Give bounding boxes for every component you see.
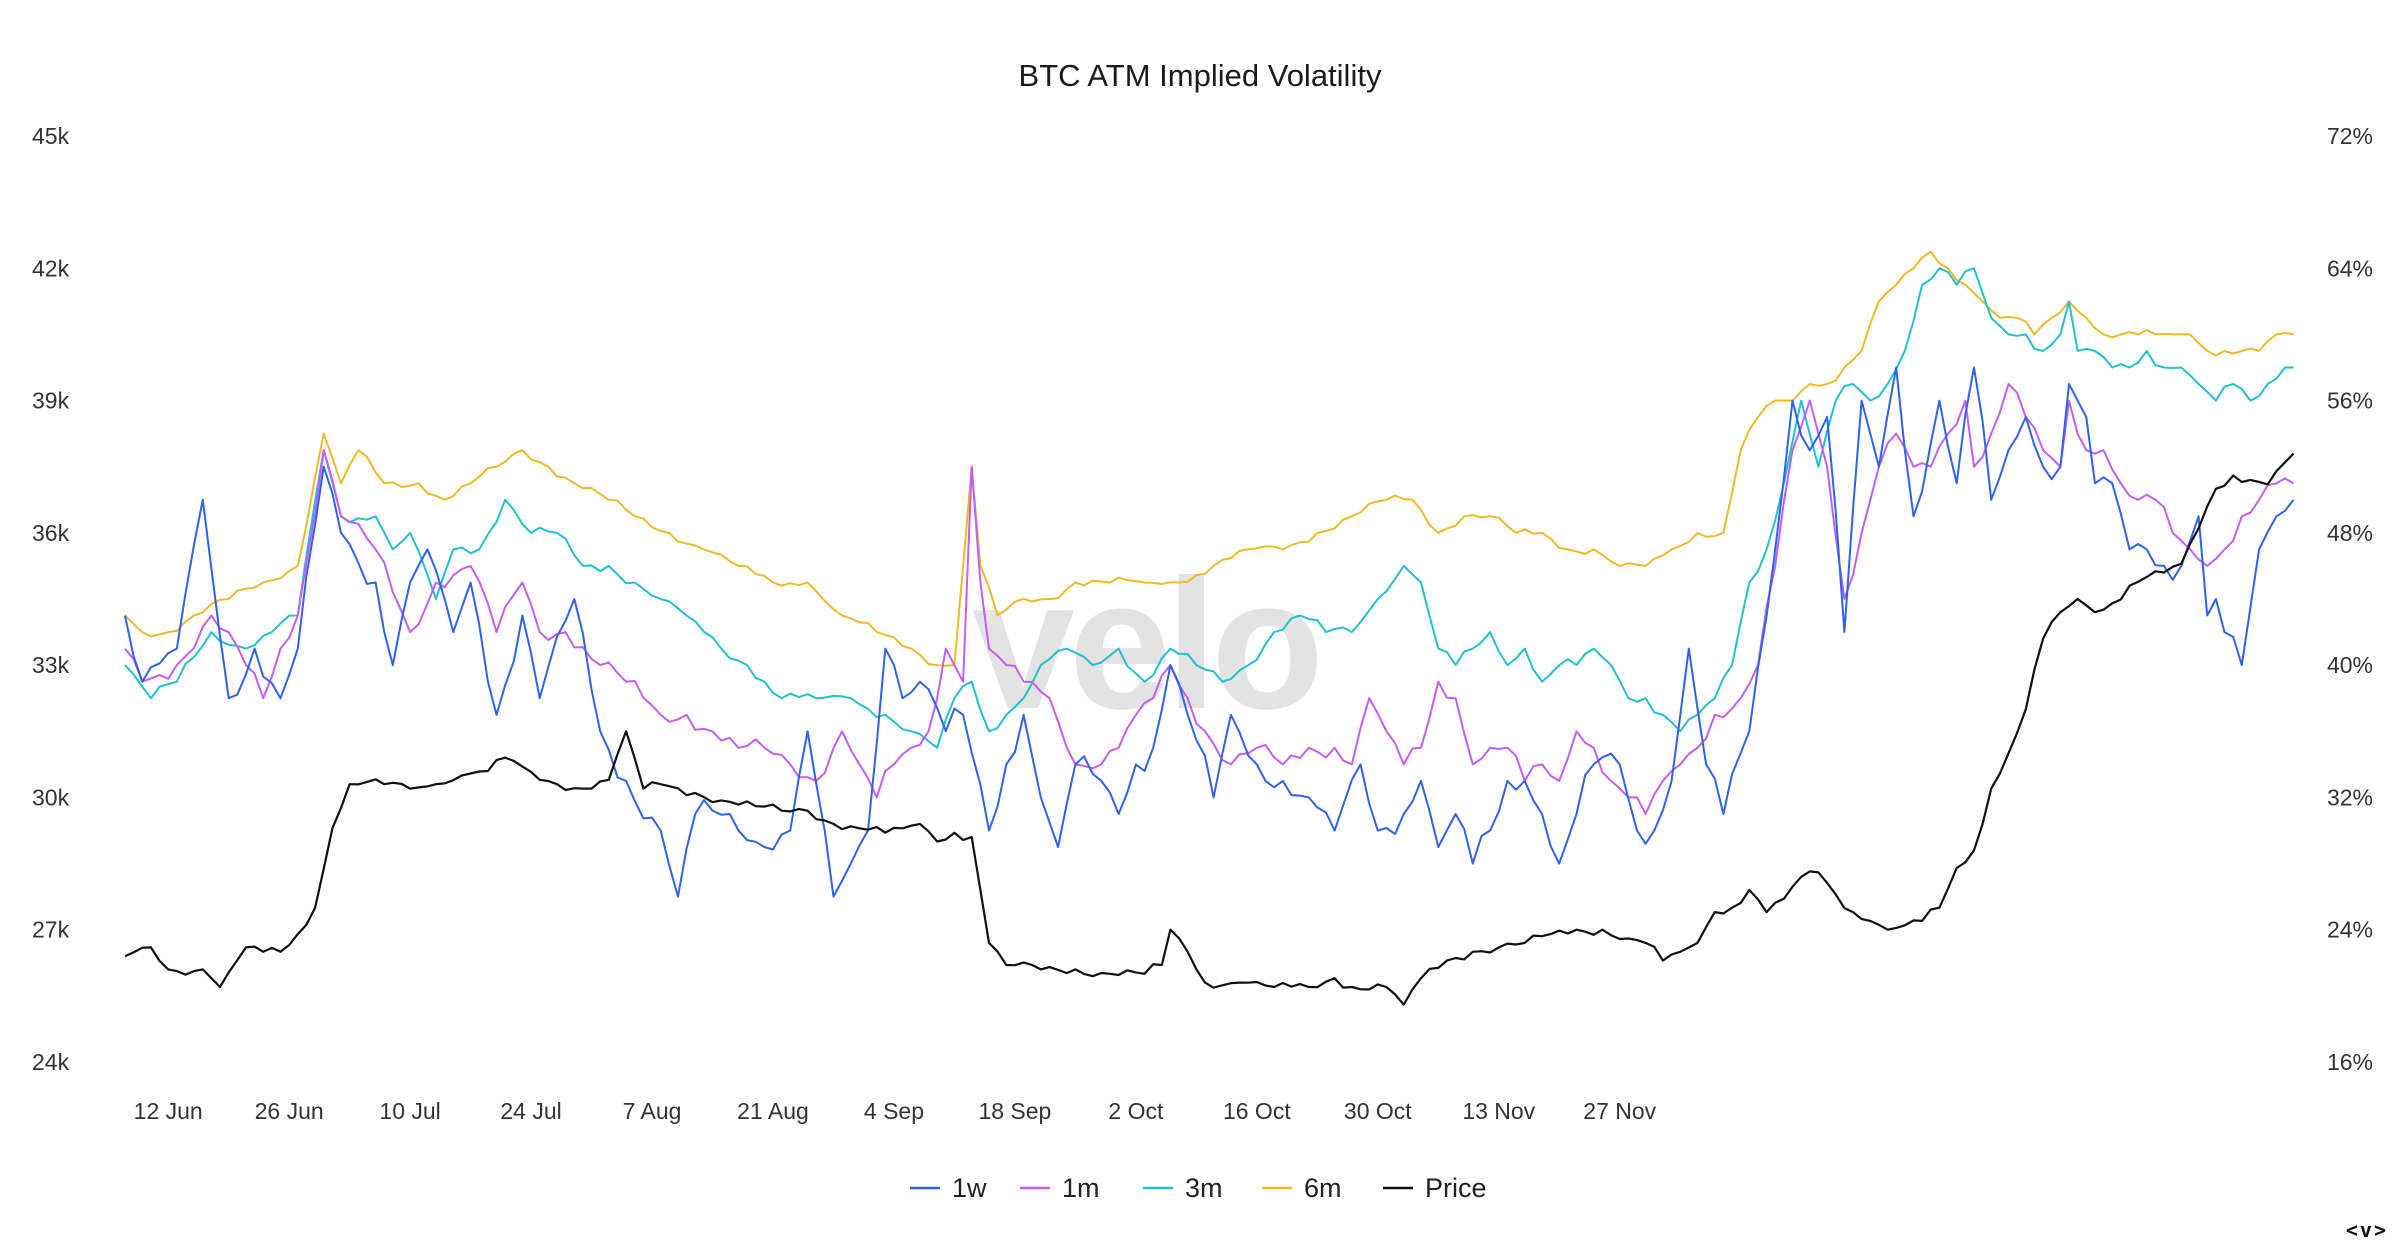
- y-axis-right-ticks: 16% 24% 32% 40% 48% 56% 64% 72%: [2327, 123, 2373, 1075]
- legend-item-1m[interactable]: 1m: [1020, 1173, 1100, 1203]
- legend-label: 3m: [1185, 1173, 1223, 1203]
- x-tick-label: 27 Nov: [1583, 1098, 1656, 1124]
- series-line-1m: [124, 383, 2295, 815]
- legend-item-6m[interactable]: 6m: [1262, 1173, 1342, 1203]
- y-right-tick-label: 56%: [2327, 388, 2373, 414]
- x-tick-label: 2 Oct: [1108, 1098, 1164, 1124]
- y-left-tick-label: 24k: [32, 1049, 70, 1075]
- legend-item-3m[interactable]: 3m: [1143, 1173, 1223, 1203]
- y-right-tick-label: 16%: [2327, 1049, 2373, 1075]
- legend-label: 1m: [1062, 1173, 1100, 1203]
- y-left-tick-label: 45k: [32, 123, 70, 149]
- series-line-3m: [124, 267, 2294, 749]
- x-tick-label: 18 Sep: [978, 1098, 1051, 1124]
- chart-title: BTC ATM Implied Volatility: [1019, 58, 1382, 93]
- y-left-tick-label: 30k: [32, 784, 70, 810]
- x-tick-label: 26 Jun: [255, 1098, 324, 1124]
- legend-label: Price: [1425, 1173, 1487, 1203]
- legend[interactable]: 1w 1m 3m 6m Price: [910, 1173, 1487, 1203]
- y-right-tick-label: 48%: [2327, 520, 2373, 546]
- x-tick-label: 21 Aug: [737, 1098, 809, 1124]
- series-line-1w: [124, 366, 2295, 898]
- y-left-tick-label: 33k: [32, 652, 70, 678]
- y-right-tick-label: 40%: [2327, 652, 2373, 678]
- x-tick-label: 24 Jul: [500, 1098, 561, 1124]
- legend-item-price[interactable]: Price: [1383, 1173, 1487, 1203]
- x-tick-label: 10 Jul: [379, 1098, 440, 1124]
- legend-label: 1w: [952, 1173, 987, 1203]
- y-left-tick-label: 36k: [32, 520, 70, 546]
- y-right-tick-label: 72%: [2327, 123, 2373, 149]
- y-axis-left-ticks: 24k 27k 30k 33k 36k 39k 42k 45k: [32, 123, 70, 1075]
- legend-label: 6m: [1304, 1173, 1342, 1203]
- series-line-6m: [124, 250, 2294, 667]
- series-line-price: [124, 452, 2295, 1006]
- x-tick-label: 12 Jun: [134, 1098, 203, 1124]
- x-tick-label: 30 Oct: [1344, 1098, 1412, 1124]
- y-left-tick-label: 42k: [32, 255, 70, 281]
- y-left-tick-label: 39k: [32, 388, 70, 414]
- y-right-tick-label: 64%: [2327, 255, 2373, 281]
- y-right-tick-label: 32%: [2327, 784, 2373, 810]
- legend-item-1w[interactable]: 1w: [910, 1173, 987, 1203]
- x-tick-label: 16 Oct: [1223, 1098, 1291, 1124]
- x-tick-label: 7 Aug: [623, 1098, 682, 1124]
- x-tick-label: 4 Sep: [864, 1098, 924, 1124]
- y-left-tick-label: 27k: [32, 917, 70, 943]
- x-axis-ticks: 12 Jun 26 Jun 10 Jul 24 Jul 7 Aug 21 Aug 4 Sep…: [134, 1098, 1657, 1124]
- y-right-tick-label: 24%: [2327, 917, 2373, 943]
- x-tick-label: 13 Nov: [1462, 1098, 1535, 1124]
- series-layer: [124, 250, 2295, 1006]
- collapse-toggle-icon[interactable]: <v>: [2345, 1218, 2388, 1242]
